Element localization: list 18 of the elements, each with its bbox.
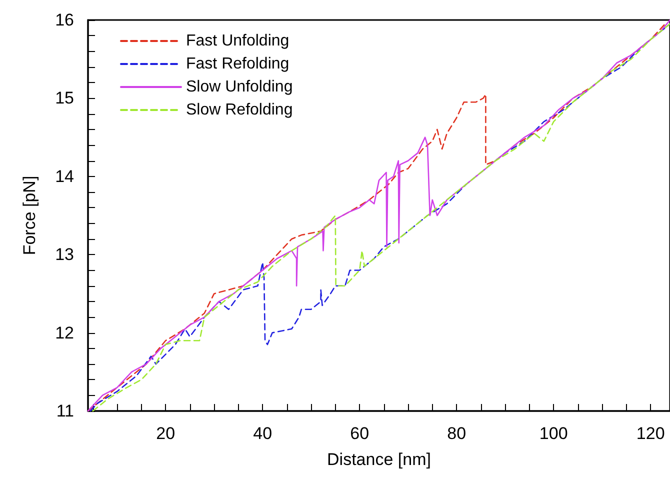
legend-label: Slow Refolding — [186, 102, 293, 118]
y-tick-label: 15 — [55, 88, 74, 108]
x-axis-title: Distance [nm] — [327, 450, 431, 469]
x-tick-label: 40 — [253, 424, 272, 443]
y-tick-label: 14 — [55, 166, 74, 186]
y-tick-label: 12 — [55, 323, 74, 342]
legend-label: Fast Unfolding — [186, 32, 290, 50]
x-tick-label: 120 — [636, 424, 665, 443]
y-tick-label: 16 — [55, 10, 74, 30]
y-axis-title: Force [pN] — [20, 176, 39, 256]
y-tick-label: 11 — [56, 402, 74, 420]
x-tick-label: 80 — [447, 424, 466, 443]
x-tick-label: 60 — [350, 424, 370, 443]
legend-label: Fast Refolding — [186, 56, 290, 72]
x-tick-label: 20 — [156, 424, 176, 443]
y-tick-label: 13 — [55, 245, 74, 264]
x-tick-label: 100 — [539, 424, 568, 443]
legend-label: Slow Unfolding — [186, 78, 293, 96]
